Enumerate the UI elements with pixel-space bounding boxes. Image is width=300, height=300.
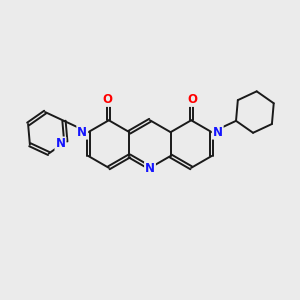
Text: N: N: [213, 126, 223, 139]
Text: N: N: [56, 137, 65, 151]
Text: N: N: [145, 162, 155, 175]
Text: O: O: [103, 93, 112, 106]
Text: O: O: [188, 93, 197, 106]
Text: N: N: [77, 126, 87, 139]
